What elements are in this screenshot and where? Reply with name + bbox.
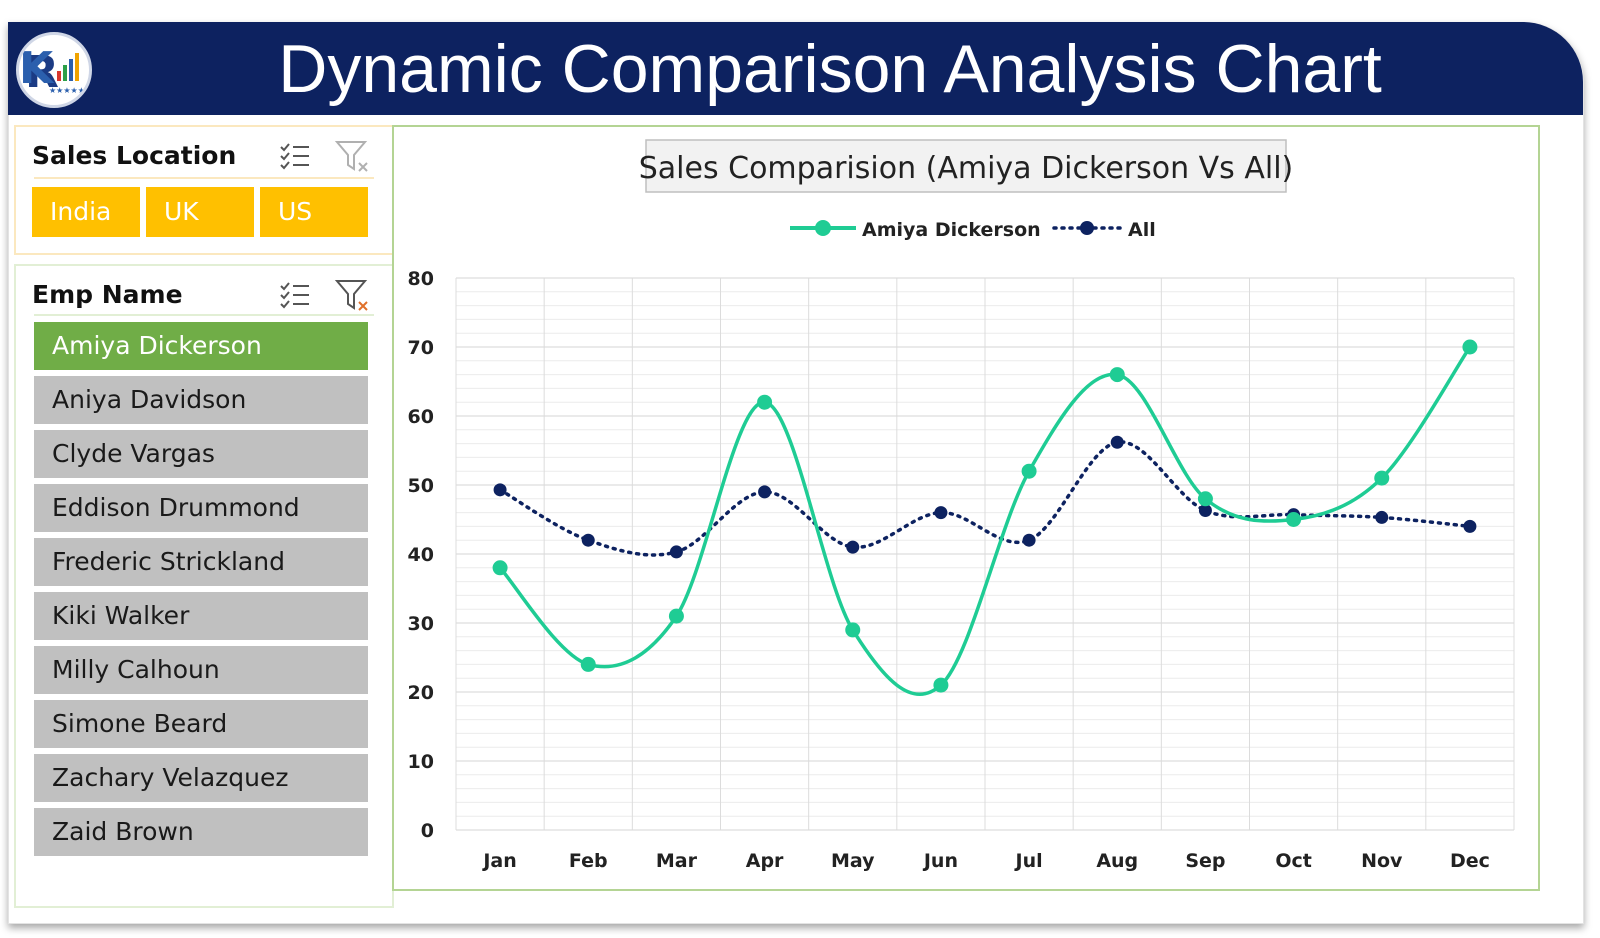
emp-item[interactable]: Aniya Davidson — [34, 376, 368, 424]
y-tick-label: 60 — [408, 406, 434, 428]
slicer-divider — [34, 177, 374, 179]
x-tick-label: Nov — [1361, 850, 1403, 872]
multi-select-icon[interactable] — [278, 278, 312, 312]
clear-filter-icon[interactable] — [334, 276, 372, 314]
emp-item[interactable]: Amiya Dickerson — [34, 322, 368, 370]
y-tick-label: 50 — [408, 475, 434, 497]
page-title: Dynamic Comparison Analysis Chart — [278, 31, 1382, 107]
data-point-amiya-dickerson[interactable] — [1109, 367, 1125, 383]
pk-logo-icon: R K ★★★★★ — [16, 32, 92, 108]
data-point-amiya-dickerson[interactable] — [580, 656, 596, 672]
x-tick-label: Dec — [1450, 850, 1490, 872]
x-tick-label: Jun — [922, 850, 958, 872]
svg-text:K: K — [19, 43, 55, 94]
data-point-all[interactable] — [1375, 510, 1389, 524]
data-point-all[interactable] — [1110, 435, 1124, 449]
emp-item[interactable]: Eddison Drummond — [34, 484, 368, 532]
data-point-all[interactable] — [758, 485, 772, 499]
emp-item[interactable]: Simone Beard — [34, 700, 368, 748]
data-point-amiya-dickerson[interactable] — [1374, 470, 1390, 486]
legend-swatch-marker — [815, 220, 831, 236]
data-point-all[interactable] — [1463, 519, 1477, 533]
location-item-us[interactable]: US — [260, 187, 368, 237]
clear-filter-icon[interactable] — [334, 137, 372, 175]
y-tick-label: 40 — [408, 544, 434, 566]
legend-swatch-marker — [1080, 221, 1094, 235]
data-point-all[interactable] — [1198, 504, 1212, 518]
chart-panel: 0 10 20 30 40 50 60 70 80 Jan Feb Mar Apr May Jun Jul Au… — [392, 125, 1540, 891]
data-point-all[interactable] — [1022, 533, 1036, 547]
emp-name-slicer: Emp Name Amiya Dickerson Aniya Davidson … — [14, 264, 394, 908]
x-tick-label: Feb — [569, 850, 608, 872]
x-tick-label: Jul — [1014, 850, 1043, 872]
data-point-amiya-dickerson[interactable] — [1021, 463, 1037, 479]
header-bar — [8, 22, 1583, 115]
data-point-amiya-dickerson[interactable] — [1462, 339, 1478, 355]
x-tick-label: Jan — [481, 850, 516, 872]
svg-text:R: R — [25, 47, 59, 98]
svg-text:★★★★★: ★★★★★ — [49, 86, 85, 95]
x-tick-label: Mar — [656, 850, 698, 872]
sales-location-slicer: Sales Location India UK US — [14, 125, 394, 255]
y-tick-label: 70 — [408, 337, 434, 359]
emp-item[interactable]: Kiki Walker — [34, 592, 368, 640]
data-point-amiya-dickerson[interactable] — [845, 622, 861, 638]
location-item-uk[interactable]: UK — [146, 187, 254, 237]
x-tick-label: Apr — [746, 850, 784, 872]
data-point-amiya-dickerson[interactable] — [1286, 512, 1302, 527]
x-tick-label: Sep — [1185, 850, 1225, 872]
x-tick-label: Oct — [1275, 850, 1312, 872]
data-point-all[interactable] — [669, 545, 683, 559]
multi-select-icon[interactable] — [278, 139, 312, 173]
y-tick-label: 20 — [408, 682, 434, 704]
legend-label: All — [1128, 219, 1156, 241]
slicer-title: Emp Name — [32, 280, 183, 309]
data-point-all[interactable] — [934, 506, 948, 520]
emp-item[interactable]: Zachary Velazquez — [34, 754, 368, 802]
y-tick-label: 0 — [421, 820, 434, 842]
data-point-all[interactable] — [581, 533, 595, 547]
data-point-amiya-dickerson[interactable] — [1197, 491, 1213, 507]
slicer-header: Emp Name — [32, 266, 376, 322]
data-point-amiya-dickerson[interactable] — [933, 677, 949, 693]
data-point-amiya-dickerson[interactable] — [668, 608, 684, 624]
slicer-title: Sales Location — [32, 141, 237, 170]
emp-item[interactable]: Clyde Vargas — [34, 430, 368, 478]
slicer-divider — [34, 314, 374, 316]
data-point-amiya-dickerson[interactable] — [492, 560, 508, 576]
x-tick-label: May — [831, 850, 875, 872]
legend-label: Amiya Dickerson — [862, 219, 1041, 241]
chart-title: Sales Comparision (Amiya Dickerson Vs Al… — [639, 151, 1293, 186]
emp-item[interactable]: Milly Calhoun — [34, 646, 368, 694]
location-item-india[interactable]: India — [32, 187, 140, 237]
y-tick-label: 30 — [408, 613, 434, 635]
slicer-header: Sales Location — [32, 127, 376, 183]
y-tick-label: 80 — [408, 268, 434, 290]
emp-item[interactable]: Frederic Strickland — [34, 538, 368, 586]
chart-title-box — [645, 139, 1287, 193]
data-point-amiya-dickerson[interactable] — [757, 394, 773, 410]
data-point-all[interactable] — [846, 540, 860, 554]
data-point-all[interactable] — [493, 483, 507, 497]
emp-item[interactable]: Zaid Brown — [34, 808, 368, 856]
y-tick-label: 10 — [408, 751, 434, 773]
x-tick-label: Aug — [1096, 850, 1138, 872]
line-chart: 0 10 20 30 40 50 60 70 80 Jan Feb Mar Apr May Jun Jul Au… — [408, 139, 1515, 872]
